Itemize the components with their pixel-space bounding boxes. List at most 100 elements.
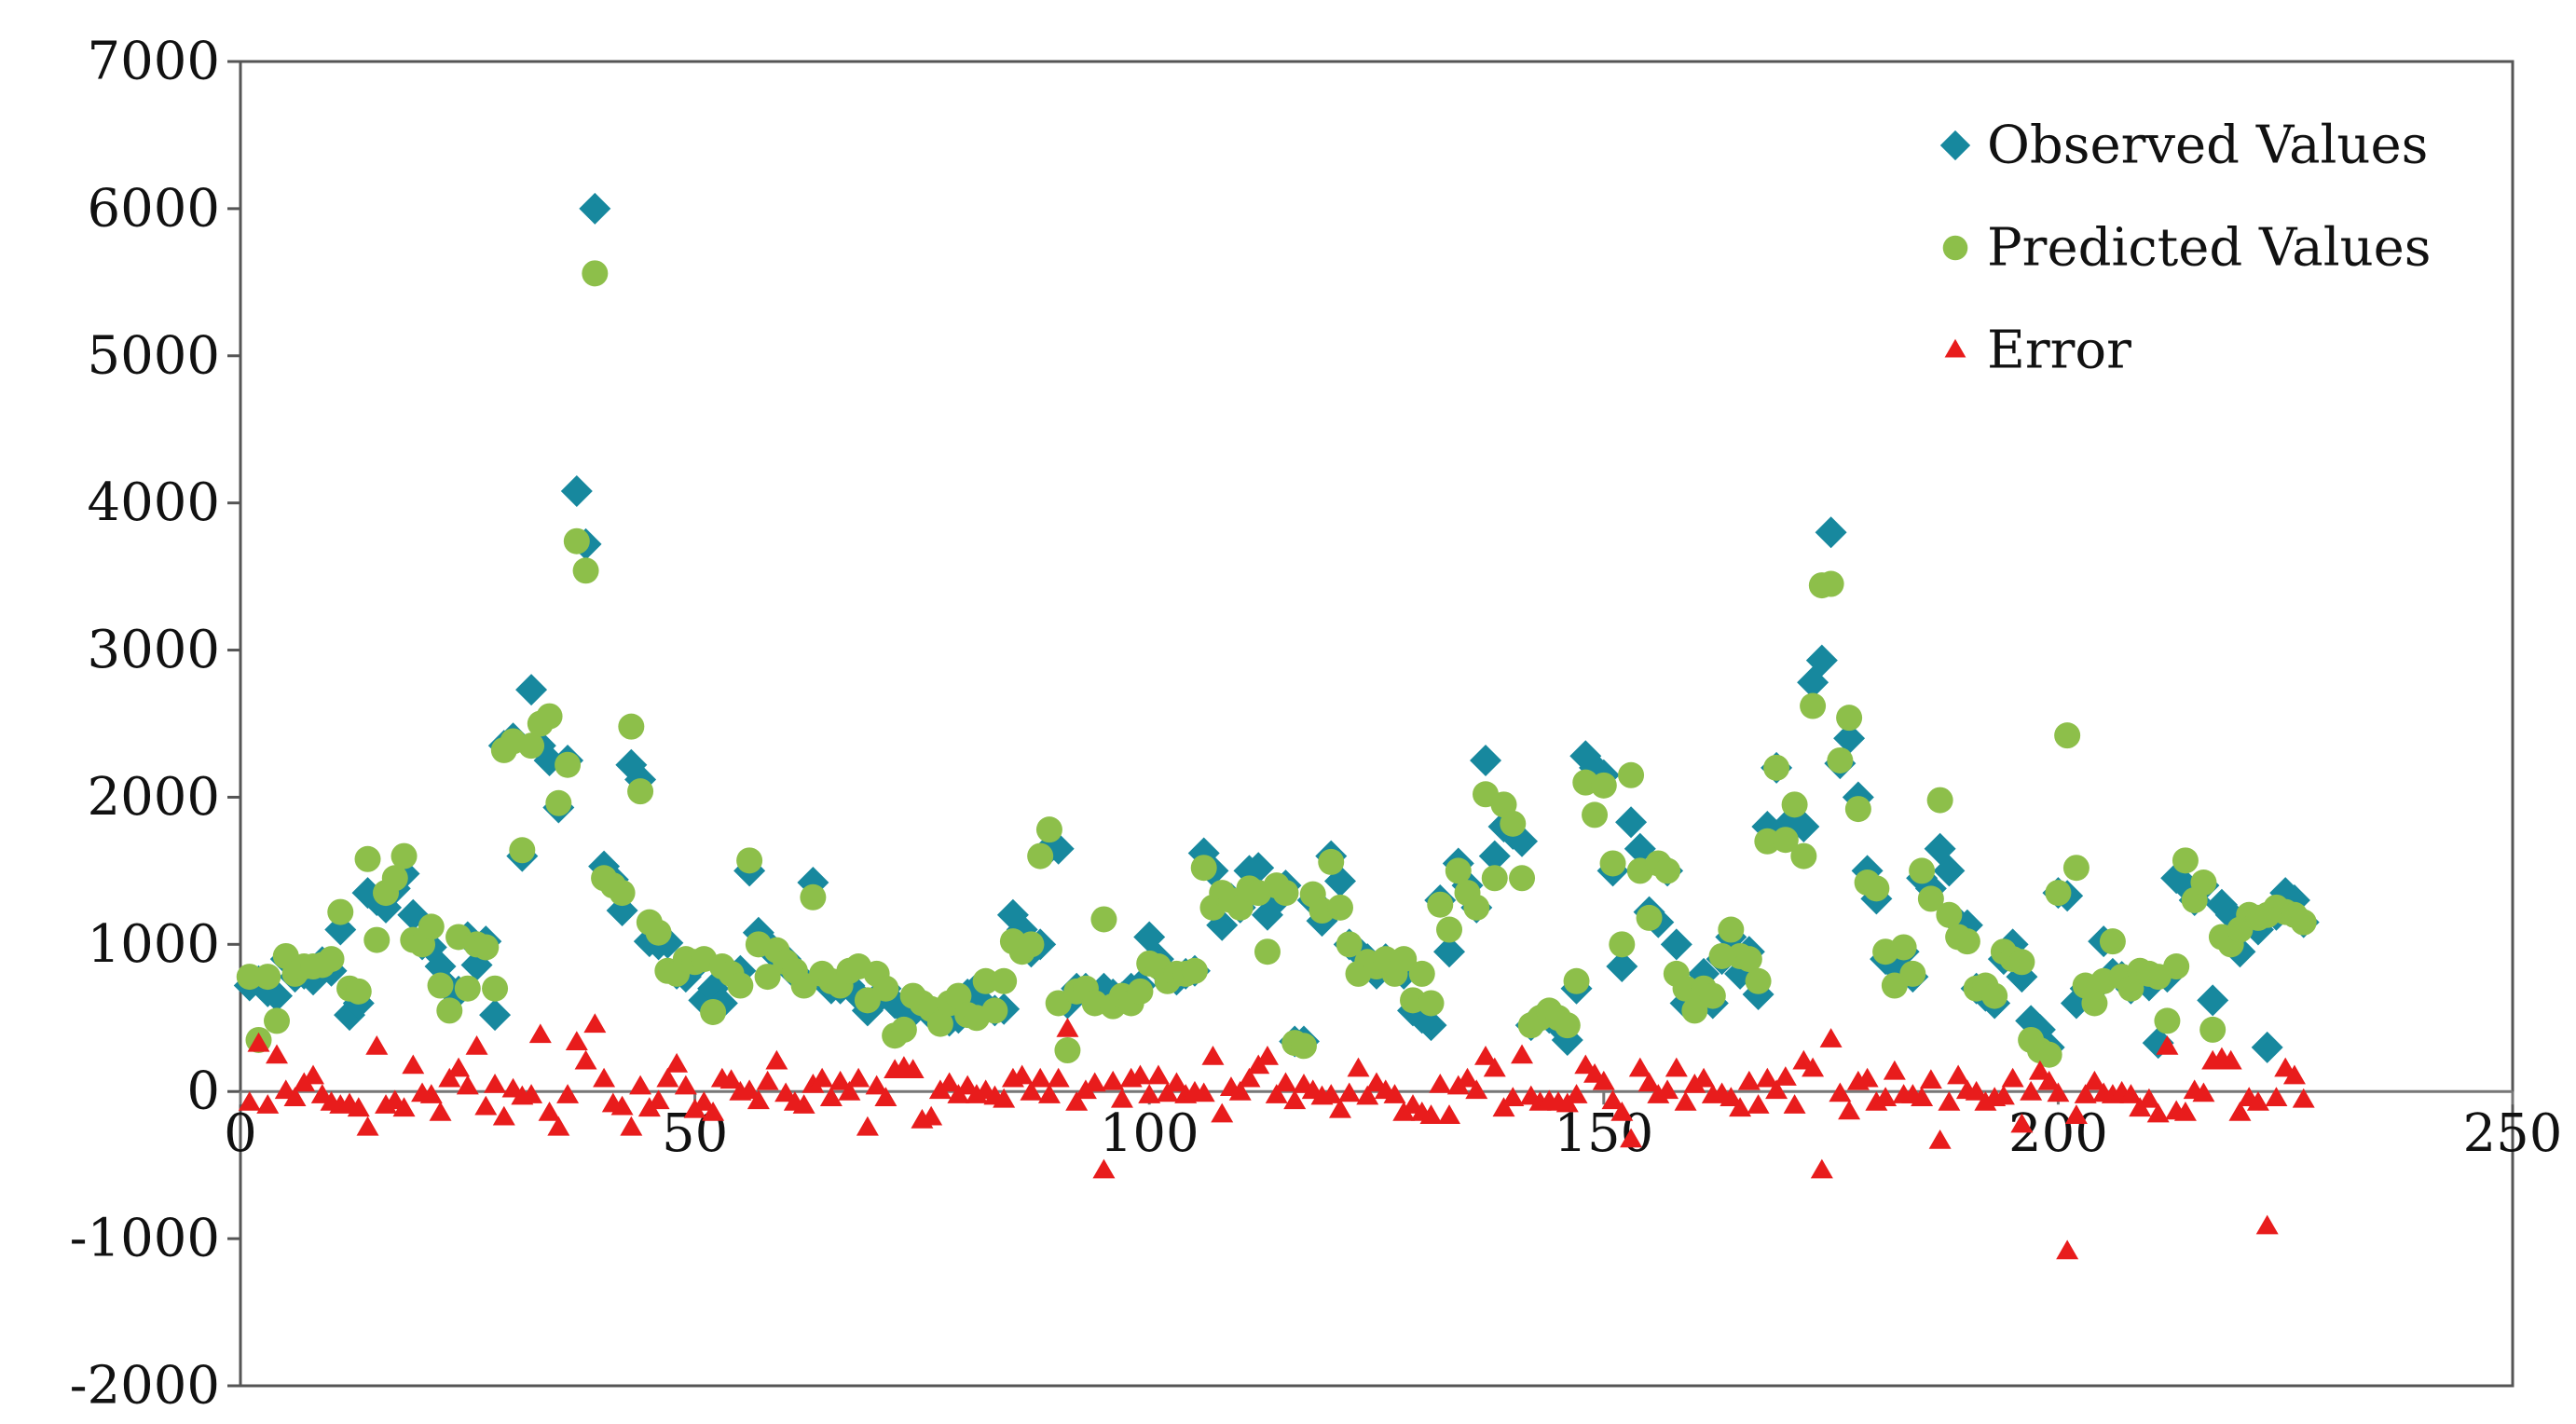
circle-point	[473, 934, 500, 961]
circle-point	[1745, 967, 1772, 994]
triangle-point	[1501, 1087, 1525, 1107]
circle-point	[800, 883, 827, 911]
triangle-point	[1065, 1090, 1089, 1111]
circle-point	[354, 845, 381, 872]
y-tick-label: 6000	[87, 178, 220, 239]
triangle-point	[1919, 1069, 1942, 1089]
circle-point	[2054, 722, 2081, 749]
circle-point	[1326, 894, 1353, 921]
tick-labels: -2000-1000010002000300040005000600070000…	[70, 32, 2563, 1417]
triangle-point	[1756, 1067, 1779, 1088]
circle-point	[1127, 978, 1154, 1005]
diamond-point	[1606, 951, 1638, 983]
circle-point	[1863, 875, 1890, 902]
triangle-point	[1129, 1064, 1152, 1085]
circle-point	[1763, 754, 1790, 781]
triangle-point	[2255, 1214, 2279, 1235]
circle-point	[1618, 761, 1645, 788]
triangle-point	[247, 1032, 270, 1052]
triangle-point	[1656, 1079, 1679, 1100]
triangle-point	[620, 1116, 643, 1136]
circle-point	[482, 975, 509, 1002]
circle-point	[1436, 916, 1463, 943]
triangle-point	[1274, 1072, 1297, 1092]
circle-point	[1027, 842, 1054, 869]
triangle-point	[665, 1052, 689, 1073]
triangle-point	[2001, 1067, 2024, 1088]
circle-point	[327, 898, 354, 925]
triangle-point	[1165, 1072, 1188, 1092]
triangle-point	[429, 1102, 452, 1121]
circle-point	[627, 778, 654, 805]
diamond-point	[1815, 516, 1847, 549]
triangle-point	[674, 1075, 697, 1095]
circle-point	[1272, 880, 1299, 907]
triangle-point	[938, 1072, 961, 1092]
triangle-point	[2265, 1087, 2288, 1107]
y-tick-label: 3000	[87, 620, 220, 680]
circle-point	[1254, 938, 1281, 965]
triangle-point	[1456, 1067, 1479, 1088]
circle-point	[236, 964, 263, 991]
triangle-point	[1883, 1060, 1906, 1080]
triangle-point	[901, 1059, 925, 1079]
circle-point	[1190, 855, 1217, 882]
diamond-point	[1833, 722, 1866, 755]
circle-point	[1500, 810, 1527, 837]
circle-point	[1926, 787, 1953, 814]
triangle-point	[1419, 1104, 1443, 1124]
plot-frame	[239, 60, 2514, 1388]
triangle-point	[492, 1105, 515, 1126]
circle-point	[1599, 850, 1626, 877]
diamond-point	[1478, 840, 1511, 872]
triangle-point	[2028, 1060, 2051, 1080]
triangle-point	[1020, 1080, 1043, 1101]
triangle-point	[465, 1034, 488, 1055]
triangle-point	[2173, 1102, 2197, 1121]
circle-point	[1418, 990, 1445, 1017]
triangle-point	[2047, 1082, 2070, 1102]
triangle-point	[629, 1075, 652, 1095]
triangle-point	[1692, 1067, 1716, 1088]
triangle-point	[802, 1074, 825, 1093]
y-tick-label: 5000	[87, 325, 220, 386]
triangle-point	[747, 1089, 770, 1110]
triangle-point	[574, 1049, 597, 1070]
triangle-point	[1601, 1089, 1624, 1110]
triangle-point	[1737, 1070, 1761, 1090]
circle-point	[1090, 906, 1117, 933]
triangle-point	[1102, 1070, 1125, 1090]
triangle-point	[1483, 1057, 1506, 1077]
x-tick-label: 100	[1100, 1103, 1199, 1164]
triangle-point	[1146, 1064, 1170, 1085]
triangle-point	[256, 1094, 280, 1114]
diamond-point	[1470, 744, 1502, 776]
circle-point	[1563, 967, 1590, 994]
circle-point	[509, 837, 536, 864]
circle-point	[1953, 928, 1980, 955]
triangle-point	[1201, 1046, 1225, 1065]
triangle-point	[774, 1082, 798, 1102]
triangle-point	[392, 1097, 416, 1117]
diamond-point	[2197, 984, 2229, 1017]
circle-point	[427, 972, 454, 999]
triangle-point	[1465, 1079, 1488, 1100]
triangle-point	[1211, 1102, 1234, 1123]
data-points	[233, 192, 2320, 1260]
triangle-point	[1511, 1044, 1534, 1064]
circle-point	[700, 998, 727, 1025]
triangle-point	[838, 1080, 861, 1101]
triangle-point	[547, 1116, 570, 1136]
triangle-point	[302, 1064, 325, 1085]
series-predicted-values	[236, 260, 2317, 1068]
triangle-point	[520, 1084, 543, 1103]
circle-point	[318, 946, 345, 973]
circle-point	[381, 865, 408, 892]
circle-point	[1781, 791, 1808, 818]
circle-point	[1035, 816, 1062, 843]
circle-point	[2008, 949, 2035, 976]
circle-point	[754, 964, 781, 991]
triangle-point	[765, 1049, 788, 1070]
triangle-point	[792, 1094, 815, 1114]
